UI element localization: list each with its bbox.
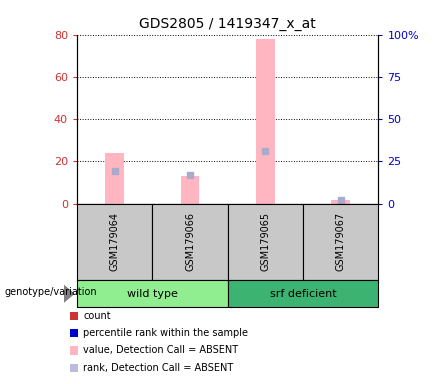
Text: GSM179065: GSM179065 [260, 212, 270, 271]
Bar [180, 176, 199, 204]
Point [187, 172, 194, 178]
Text: count: count [83, 311, 111, 321]
Text: GSM179064: GSM179064 [110, 212, 120, 271]
Bar [70, 329, 78, 337]
Point [262, 148, 269, 154]
Bar [303, 204, 378, 280]
Bar [70, 346, 78, 354]
Bar [228, 280, 378, 307]
Bar [77, 204, 152, 280]
Title: GDS2805 / 1419347_x_at: GDS2805 / 1419347_x_at [139, 17, 316, 31]
Text: GSM179066: GSM179066 [185, 212, 195, 271]
Polygon shape [64, 285, 75, 303]
Bar [331, 200, 350, 204]
Point [337, 197, 344, 203]
Bar [77, 280, 228, 307]
Text: value, Detection Call = ABSENT: value, Detection Call = ABSENT [83, 345, 238, 356]
Bar [70, 364, 78, 372]
Bar [70, 312, 78, 320]
Point [111, 168, 118, 174]
Bar [105, 153, 124, 204]
Text: wild type: wild type [127, 289, 178, 299]
Text: srf deficient: srf deficient [270, 289, 336, 299]
Bar [152, 204, 228, 280]
Text: percentile rank within the sample: percentile rank within the sample [83, 328, 248, 338]
Text: genotype/variation: genotype/variation [4, 287, 97, 297]
Bar [228, 204, 303, 280]
Text: GSM179067: GSM179067 [336, 212, 346, 271]
Bar [256, 39, 275, 204]
Text: rank, Detection Call = ABSENT: rank, Detection Call = ABSENT [83, 362, 234, 373]
